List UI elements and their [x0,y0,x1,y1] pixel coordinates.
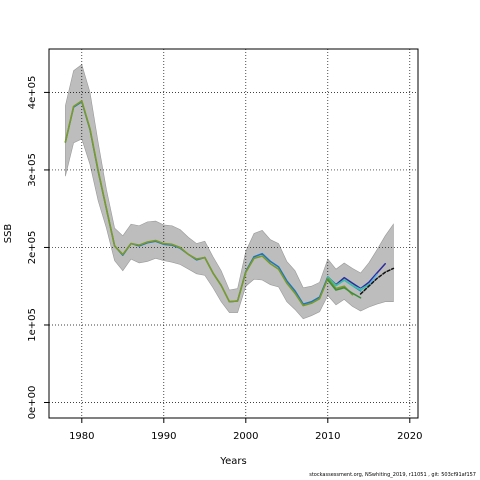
x-tick-label: 2000 [233,431,258,442]
y-tick-label: 0e+00 [27,386,38,420]
grid-layer [49,49,418,418]
confidence-band-layer [65,64,394,320]
x-tick-label: 2010 [315,431,340,442]
x-tick-label: 1980 [69,431,94,442]
y-tick-label: 2e+05 [27,231,38,265]
series-line [359,267,395,295]
y-axis: 0e+00 1e+05 2e+05 3e+05 4e+05 [27,76,49,420]
y-tick-label: 4e+05 [27,76,38,110]
series-layer [64,100,395,307]
x-tick-label: 1990 [151,431,176,442]
x-axis-label: Years [219,456,246,467]
series-line [327,276,370,291]
plot-frame [48,48,419,419]
x-axis: 1980 1990 2000 2010 2020 [69,418,423,442]
y-tick-label: 1e+05 [27,308,38,342]
series-line [327,262,386,290]
x-tick-label: 2020 [397,431,422,442]
footer-credit: stockassessment.org, NSwhiting_2019, r11… [309,472,476,478]
series-line [327,279,362,299]
series-line [64,100,354,307]
y-tick-label: 3e+05 [27,153,38,187]
y-axis-label: SSB [3,224,14,244]
confidence-band [65,64,394,320]
